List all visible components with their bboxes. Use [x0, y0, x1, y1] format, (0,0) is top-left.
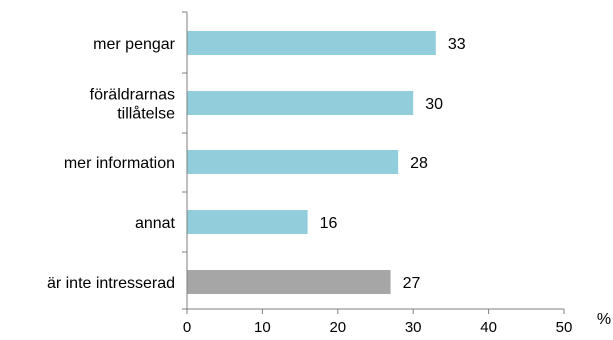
x-tick-label-2: 20	[329, 319, 346, 336]
value-labels: 33 30 28 16 27	[320, 36, 466, 292]
category-label-0: mer pengar	[93, 36, 175, 53]
value-label-3: 16	[320, 215, 338, 232]
x-tick-label-5: 50	[556, 319, 573, 336]
x-tick-label-1: 10	[254, 319, 271, 336]
category-label-4: är inte intresserad	[47, 275, 175, 292]
value-label-0: 33	[448, 36, 466, 53]
category-label-3: annat	[135, 215, 176, 232]
category-labels: mer pengar föräldrarnas tillåtelse mer info…	[47, 36, 176, 292]
bars-group	[187, 31, 436, 294]
bar-0	[187, 31, 436, 55]
category-label-1: föräldrarnas tillåtelse	[90, 87, 175, 123]
bar-3	[187, 210, 308, 234]
category-label-2: mer information	[64, 155, 175, 172]
bar-1	[187, 91, 414, 115]
x-tick-label-3: 30	[405, 319, 422, 336]
x-axis: 0 10 20 30 40 50	[182, 11, 573, 336]
x-tick-label-0: 0	[183, 319, 191, 336]
value-label-4: 27	[403, 275, 421, 292]
value-label-1: 30	[425, 96, 443, 113]
x-axis-unit-label: %	[597, 311, 611, 328]
x-tick-label-4: 40	[480, 319, 497, 336]
value-label-2: 28	[410, 155, 428, 172]
bar-2	[187, 150, 399, 174]
bar-4	[187, 270, 391, 294]
